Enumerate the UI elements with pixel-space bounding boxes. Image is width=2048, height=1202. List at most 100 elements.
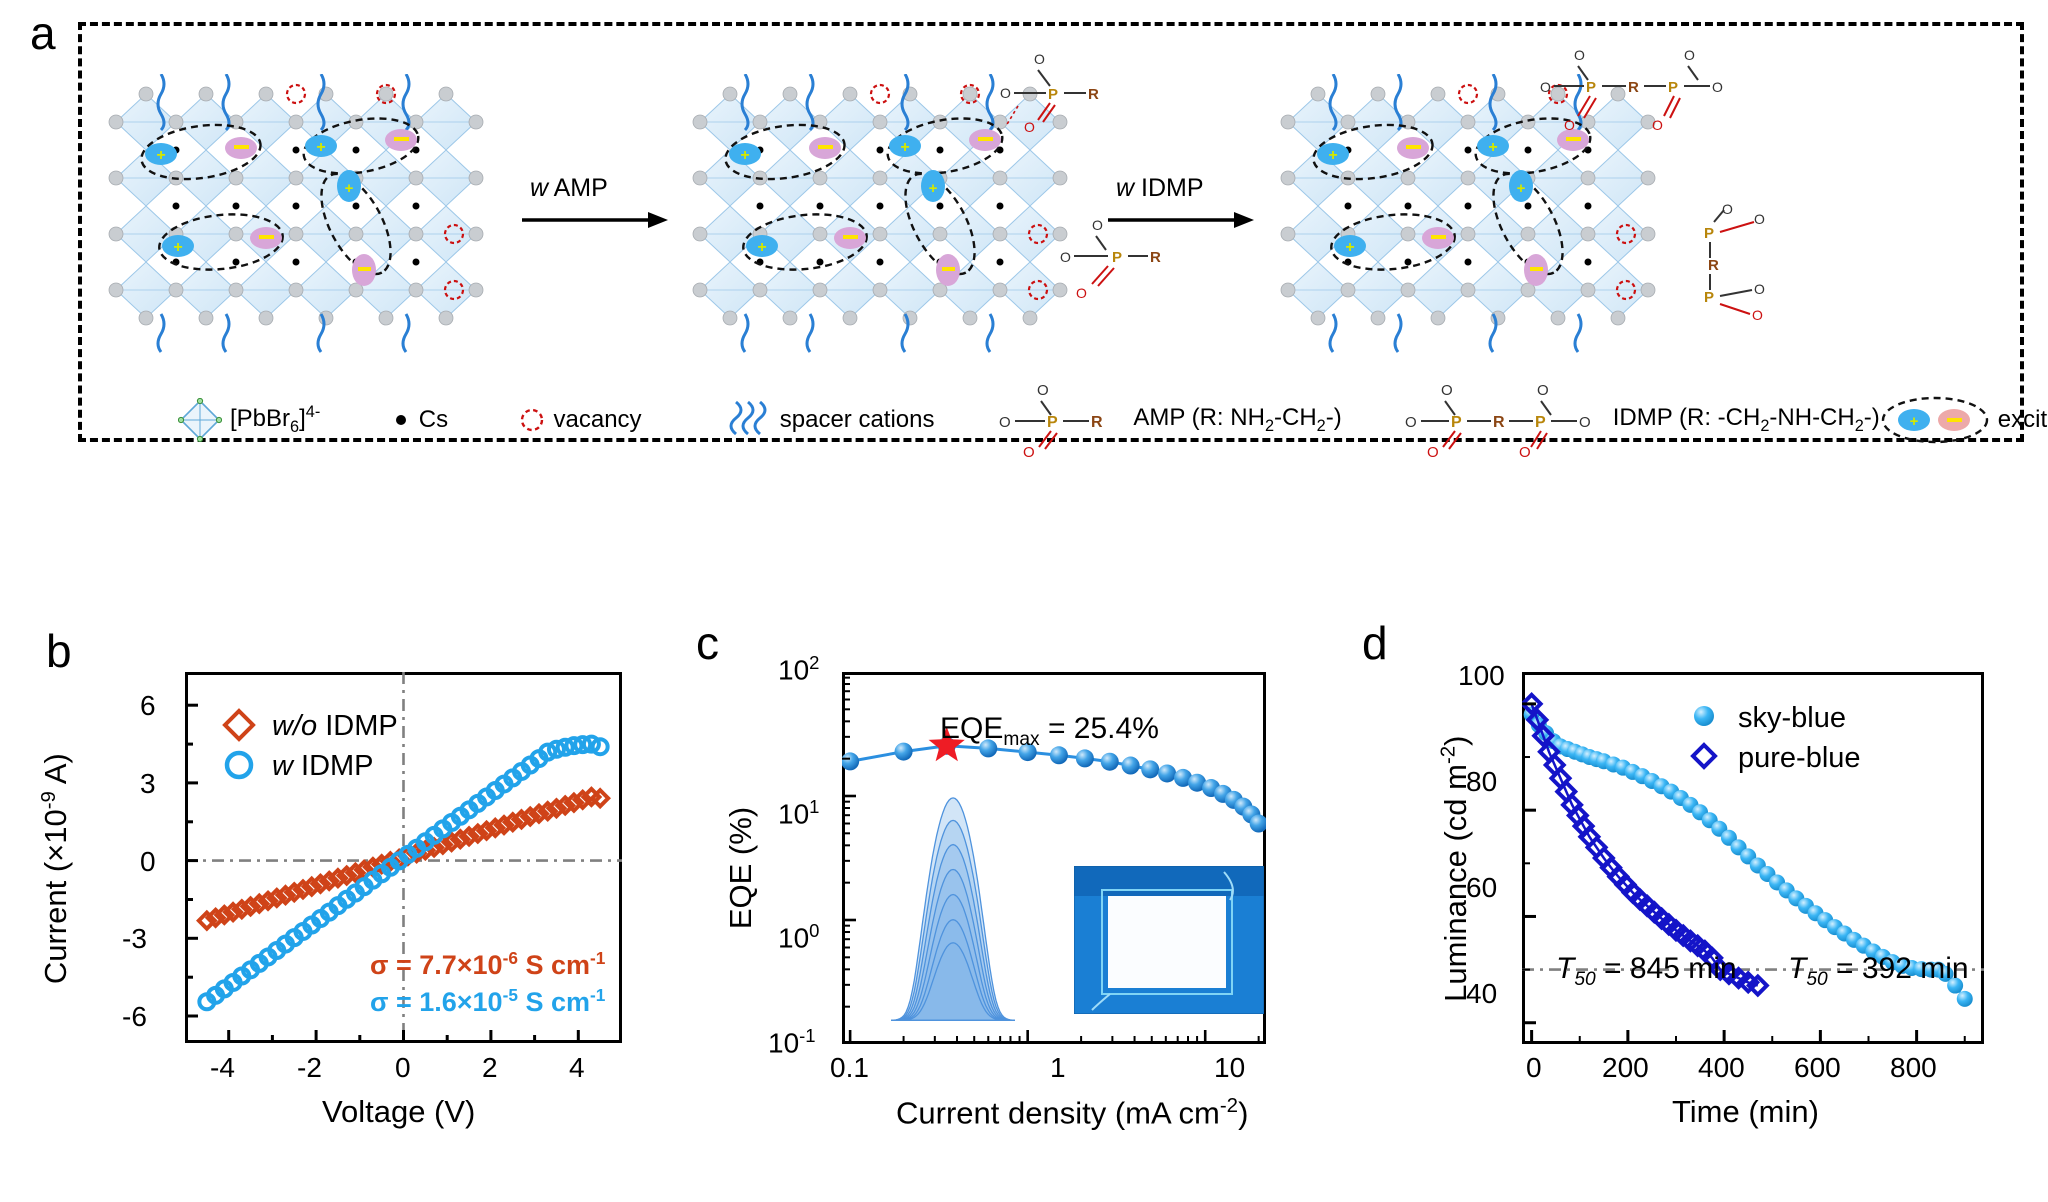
inset-spectrum-curve [891, 797, 1015, 1022]
panel-d-ticks [1522, 702, 1966, 1044]
svg-text:P: P [1704, 225, 1714, 242]
svg-text:R: R [1088, 86, 1099, 103]
panel-c-ytick-10: 101 [778, 796, 820, 830]
panel-d-plot: 100 80 60 40 0 200 400 600 800 Time (min… [1350, 650, 2010, 1140]
eqe-point [979, 739, 998, 758]
svg-text:O: O [1441, 382, 1453, 399]
blue-squiggle-icon [729, 400, 767, 436]
svg-text:O: O [1000, 85, 1011, 101]
svg-text:+: + [173, 239, 182, 256]
panel-b-sigma-w: σ = 1.6×10-5 S cm-1 [370, 985, 606, 1017]
inset-spectrum-curve [891, 868, 1015, 1022]
eqe-point [1158, 764, 1177, 783]
arrow-2-icon [1108, 212, 1254, 228]
amp-molecule-right-icon: O P R O O [1060, 217, 1161, 301]
panel-b-ytick-m6: -6 [122, 1001, 147, 1032]
panel-c-eqemax-annotation: EQEmax = 25.4% [940, 712, 1159, 750]
panel-b-xtick-4: 4 [569, 1052, 585, 1083]
t50-sky-blue: T50 = 845 min [1556, 952, 1737, 990]
black-dot-icon [395, 415, 406, 425]
inset-spectrum-curve [891, 893, 1015, 1022]
eqe-point [1049, 746, 1068, 765]
vacancy-legend-label: vacancy [553, 406, 642, 433]
eqe-point [1249, 814, 1266, 833]
panel-c-xlabel: Current density (mA cm-2) [896, 1094, 1249, 1131]
exciton-legend: + exciton [1880, 393, 2048, 447]
svg-text:O: O [1712, 79, 1723, 95]
red-dashed-circle-icon [520, 408, 543, 432]
panel-c-plot: 102 101 100 10-1 0.1 1 10 Current densit… [690, 650, 1330, 1140]
svg-text:O: O [1060, 249, 1071, 265]
exciton-legend-label: exciton [1997, 406, 2048, 433]
svg-text:P: P [1668, 79, 1678, 96]
panel-b-xtick-2: 2 [482, 1052, 498, 1083]
svg-text:+: + [1909, 413, 1918, 430]
svg-text:R: R [1708, 257, 1719, 274]
series-w-IDMP [197, 734, 610, 1012]
svg-text:O: O [1034, 51, 1045, 67]
t50-pure-blue: T50 = 392 min [1788, 952, 1969, 990]
panel-b-xtick-m4: -4 [210, 1052, 235, 1083]
panel-letter-c: c [696, 617, 719, 669]
svg-text:O: O [1684, 47, 1695, 63]
spacer-legend: spacer cations [726, 398, 998, 442]
svg-text:O: O [1564, 117, 1575, 133]
panel-b-ytick-m3: -3 [122, 923, 147, 954]
panel-c-ytick-01: 10-1 [768, 1025, 816, 1059]
panel-b-ticks [185, 703, 580, 1043]
svg-text:P: P [1451, 414, 1462, 431]
panel-b-ylabel: Current (×10-9 A) [36, 753, 74, 985]
panel-d-canvas [1522, 692, 1984, 1007]
svg-text:O: O [1574, 47, 1585, 63]
panel-b-legend-marker-wo [222, 708, 256, 742]
panel-d-ytick-60: 60 [1466, 872, 1498, 903]
eqe-point [894, 742, 913, 761]
octahedron-legend: [PbBr6]4- [178, 398, 391, 442]
amp-molecule-icon: O O P R O [999, 382, 1103, 459]
panel-d-legend-label-pure: pure-blue [1738, 742, 1861, 774]
eqe-point [842, 752, 860, 771]
panel-d-ylabel: Luminance (cd m-2) [1436, 735, 1473, 1002]
exciton-icon: + [1881, 396, 1988, 444]
eqe-point [1075, 749, 1094, 768]
lattice-diagram-pristine: + + + + [108, 74, 484, 353]
legend-w-italic: w [272, 750, 293, 782]
eqe-max-star-icon [928, 726, 965, 762]
svg-text:P: P [1112, 249, 1122, 266]
panel-b-canvas [185, 672, 622, 1043]
svg-text:O: O [1579, 414, 1591, 431]
panel-a-schematic-box: + + + + w AMP O O P R O [78, 22, 2048, 459]
svg-text:P: P [1047, 414, 1058, 431]
panel-d-ytick-40: 40 [1466, 978, 1498, 1009]
panel-b-ytick-6: 6 [140, 690, 156, 721]
panel-letter-b: b [46, 625, 72, 677]
panel-b-xlabel: Voltage (V) [322, 1094, 476, 1129]
svg-text:O: O [1540, 79, 1551, 95]
panel-d-ytick-80: 80 [1466, 766, 1498, 797]
svg-text:O: O [1023, 444, 1035, 459]
svg-text:P: P [1535, 414, 1546, 431]
panel-a-legend: [PbBr6]4- Cs vacancy spacer cations O O [178, 378, 2048, 462]
panel-d-xlabel: Time (min) [1672, 1094, 1819, 1129]
svg-text:R: R [1493, 414, 1505, 431]
svg-text:+: + [345, 180, 354, 197]
cs-legend: Cs [391, 406, 518, 434]
idmp-molecule-right-icon: O O P R P O O [1704, 201, 1765, 323]
svg-text:+: + [316, 139, 325, 156]
svg-text:O: O [1076, 285, 1087, 301]
svg-text:O: O [1024, 119, 1035, 135]
legend-wo-rest: IDMP [317, 710, 398, 742]
octahedron-legend-label: [PbBr6]4- [230, 403, 321, 436]
panel-c-ticks [842, 672, 1260, 1044]
spacer-legend-label: spacer cations [779, 406, 935, 433]
vacancy-legend: vacancy [518, 406, 726, 434]
svg-text:O: O [1537, 382, 1549, 399]
svg-text:O: O [1092, 217, 1103, 233]
panel-b-plot: 6 3 0 -3 -6 -4 -2 0 2 4 Voltage (V) Curr… [36, 660, 660, 1140]
svg-text:P: P [1586, 79, 1596, 96]
octahedron-icon [178, 398, 222, 442]
svg-text:R: R [1150, 249, 1161, 266]
cs-legend-label: Cs [418, 406, 449, 433]
panel-b-ytick-0: 0 [140, 846, 156, 877]
series-pure-blue [1522, 692, 1770, 998]
